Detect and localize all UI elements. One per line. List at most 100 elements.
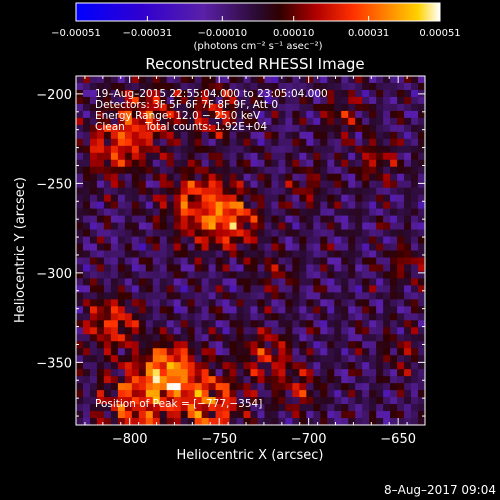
heatmap-cell	[76, 320, 84, 328]
heatmap-cell	[194, 243, 203, 251]
heatmap-cell	[271, 285, 279, 293]
heatmap-cell	[194, 152, 203, 161]
heatmap-cell	[215, 159, 223, 168]
colorbar-tick-label: −0.00051	[51, 28, 101, 39]
heatmap-cell	[138, 411, 147, 419]
heatmap-cell	[334, 173, 342, 182]
heatmap-cell	[96, 306, 105, 314]
heatmap-cell	[96, 152, 105, 161]
heatmap-cell	[243, 166, 251, 175]
heatmap-cell	[96, 82, 105, 91]
heatmap-cell	[236, 313, 244, 321]
heatmap-cell	[152, 404, 161, 412]
heatmap-cell	[390, 76, 398, 84]
heatmap-cell	[397, 110, 405, 119]
heatmap-cell	[166, 117, 175, 126]
heatmap-cell	[418, 180, 425, 189]
heatmap-cell	[404, 145, 412, 154]
heatmap-cell	[103, 96, 112, 105]
heatmap-cell	[355, 390, 363, 398]
heatmap-cell	[222, 76, 230, 84]
heatmap-cell	[299, 320, 307, 328]
heatmap-cell	[327, 187, 335, 196]
heatmap-cell	[320, 369, 328, 377]
heatmap-cell	[201, 362, 210, 370]
heatmap-cell	[397, 348, 405, 356]
heatmap-cell	[418, 334, 425, 342]
heatmap-cell	[299, 201, 307, 210]
heatmap-cell	[96, 229, 105, 237]
heatmap-cell	[341, 327, 349, 335]
heatmap-cell	[131, 348, 140, 356]
heatmap-cell	[278, 145, 286, 154]
colorbar	[75, 2, 441, 22]
heatmap-cell	[271, 180, 279, 189]
heatmap-cell	[390, 264, 398, 272]
heatmap-cell	[327, 131, 335, 140]
heatmap-cell	[194, 229, 203, 237]
heatmap-cell	[397, 411, 405, 419]
heatmap-cell	[131, 355, 140, 363]
heatmap-cell	[292, 215, 300, 223]
heatmap-cell	[166, 110, 175, 119]
heatmap-cell	[278, 82, 286, 91]
heatmap-cell	[229, 243, 237, 251]
heatmap-cell	[355, 215, 363, 223]
heatmap-cell	[138, 152, 147, 161]
heatmap-cell	[257, 124, 265, 133]
heatmap-cell	[131, 215, 140, 223]
heatmap-cell	[355, 404, 363, 412]
heatmap-cell	[215, 271, 223, 279]
heatmap-cell	[327, 390, 335, 398]
heatmap-cell	[299, 306, 307, 314]
heatmap-cell	[313, 173, 321, 182]
heatmap-cell	[194, 201, 203, 210]
heatmap-cell	[194, 236, 203, 244]
heatmap-cell	[292, 285, 300, 293]
heatmap-cell	[152, 243, 161, 251]
heatmap-cell	[250, 411, 258, 419]
heatmap-cell	[215, 299, 223, 307]
heatmap-cell	[320, 215, 328, 223]
heatmap-cell	[236, 82, 244, 91]
heatmap-cell	[278, 334, 286, 342]
heatmap-cell	[341, 145, 349, 154]
heatmap-cell	[376, 236, 384, 244]
heatmap-cell	[362, 383, 370, 391]
heatmap-cell	[334, 222, 342, 230]
heatmap-cell	[278, 257, 286, 265]
heatmap-cell	[159, 390, 168, 398]
heatmap-cell	[397, 124, 405, 133]
heatmap-cell	[264, 250, 272, 258]
heatmap-cell	[390, 82, 398, 91]
heatmap-cell	[138, 201, 147, 210]
heatmap-cell	[82, 222, 91, 230]
heatmap-cell	[397, 138, 405, 147]
heatmap-cell	[418, 257, 425, 265]
heatmap-cell	[76, 292, 84, 300]
heatmap-cell	[173, 152, 182, 161]
heatmap-cell	[236, 418, 244, 425]
heatmap-cell	[110, 152, 119, 161]
heatmap-cell	[362, 194, 370, 203]
heatmap-cell	[166, 180, 175, 189]
heatmap-cell	[264, 180, 272, 189]
heatmap-cell	[278, 229, 286, 237]
heatmap-cell	[285, 145, 293, 154]
heatmap-cell	[159, 292, 168, 300]
heatmap-cell	[369, 222, 377, 230]
heatmap-cell	[313, 236, 321, 244]
heatmap-cell	[369, 397, 377, 405]
heatmap-cell	[250, 341, 258, 349]
heatmap-cell	[208, 306, 216, 314]
heatmap-cell	[404, 362, 412, 370]
heatmap-cell	[229, 278, 237, 286]
heatmap-cell	[285, 236, 293, 244]
heatmap-cell	[334, 103, 342, 112]
heatmap-cell	[313, 383, 321, 391]
heatmap-cell	[292, 82, 300, 91]
heatmap-cell	[173, 208, 182, 216]
heatmap-cell	[229, 411, 237, 419]
heatmap-cell	[404, 334, 412, 342]
heatmap-cell	[327, 299, 335, 307]
